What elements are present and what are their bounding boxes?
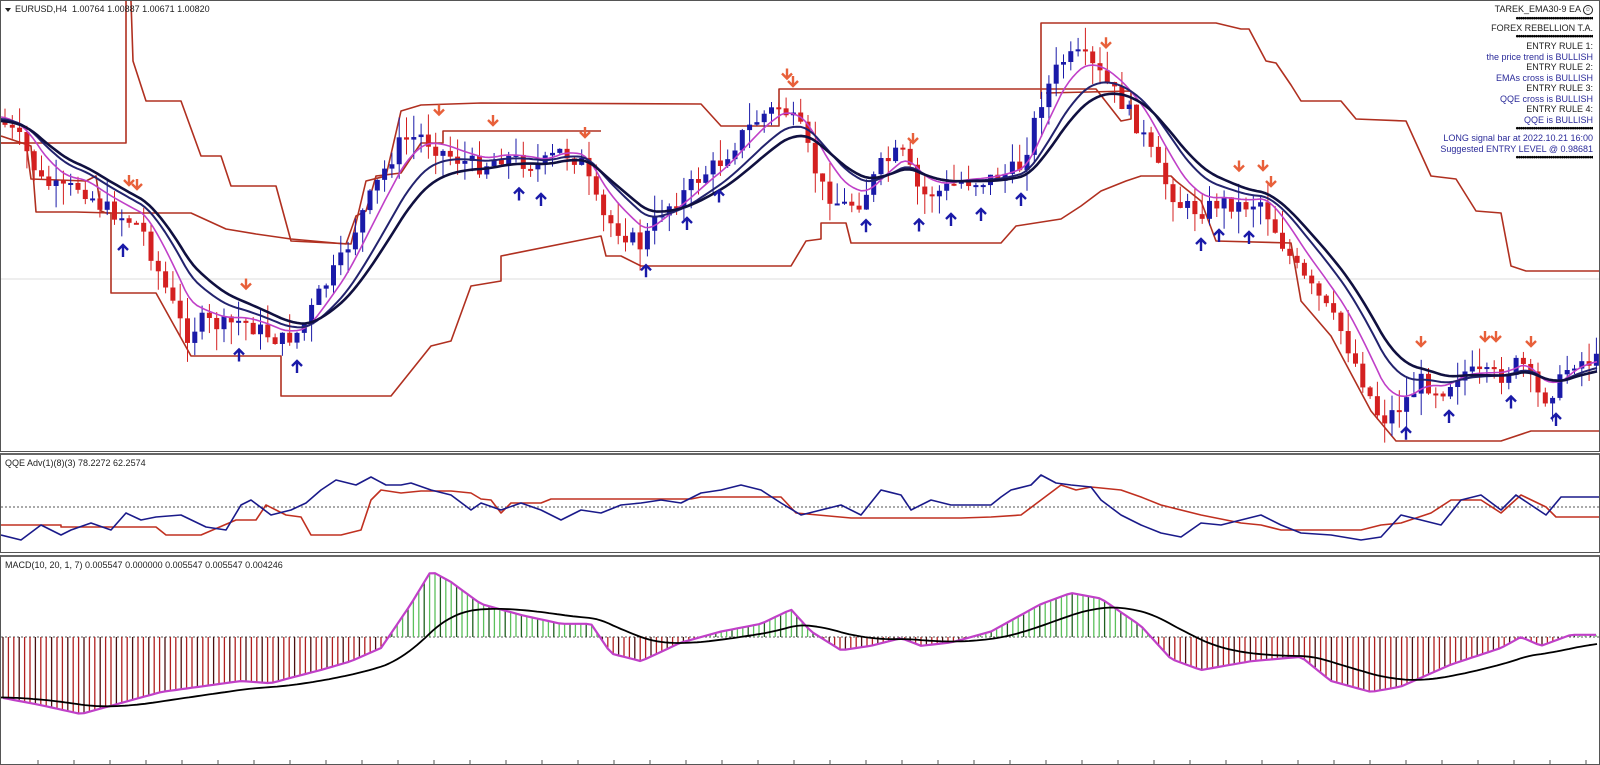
ohlc-values: 1.00764 1.00887 1.00671 1.00820 xyxy=(72,4,210,14)
symbol-label: EURUSD,H4 xyxy=(15,4,68,14)
qqe-slow-line xyxy=(1,484,1599,536)
buy-arrow-icon xyxy=(1505,394,1517,409)
main-price-pane[interactable]: EURUSD,H4 1.00764 1.00887 1.00671 1.0082… xyxy=(0,0,1600,452)
buy-arrow-icon xyxy=(1015,192,1027,206)
ea-title-row: TAREK_EMA30-9 EA ☺ xyxy=(1440,4,1593,15)
separator: •••••••••••••••••••••••••••••••••••• xyxy=(1515,14,1593,23)
rule-label: ENTRY RULE 2: xyxy=(1526,62,1593,73)
sell-arrow-icon xyxy=(1265,176,1277,188)
buy-arrow-icon xyxy=(945,212,957,226)
sell-arrow-icon xyxy=(487,115,499,127)
ea-subtitle: FOREX REBELLION T.A. xyxy=(1491,22,1593,33)
ema-mid-line xyxy=(1,81,1598,384)
sell-arrow-icon xyxy=(1257,160,1269,172)
sell-arrow-icon xyxy=(433,104,445,117)
buy-arrow-icon xyxy=(913,217,925,232)
qqe-chart-canvas[interactable] xyxy=(1,455,1599,553)
ema-fast-line xyxy=(1,64,1598,398)
sell-arrow-icon xyxy=(1525,336,1537,348)
buy-arrow-icon xyxy=(1243,230,1255,244)
macd-outline-line xyxy=(2,572,1596,715)
channel-upper-line xyxy=(1040,22,1599,272)
channel-upper-line xyxy=(130,1,1132,245)
rule-label: ENTRY RULE 3: xyxy=(1526,83,1593,94)
rule-label: ENTRY RULE 4: xyxy=(1526,104,1593,115)
candlesticks xyxy=(2,27,1599,443)
rule-label: ENTRY RULE 1: xyxy=(1526,41,1593,52)
ema-slow-line xyxy=(1,92,1598,383)
signal-text: LONG signal bar at 2022.10.21 16:00 xyxy=(1443,133,1593,144)
channel-lower-line xyxy=(1,130,601,245)
sell-arrow-icon xyxy=(1415,336,1427,348)
macd-label: MACD(10, 20, 1, 7) 0.005547 0.000000 0.0… xyxy=(5,560,283,570)
separator: •••••••••••••••••••••••••••••••••••• xyxy=(1515,154,1593,163)
sell-arrow-icon xyxy=(240,278,252,291)
sell-arrow-icon xyxy=(131,179,143,191)
buy-arrow-icon xyxy=(713,188,725,203)
rule-value: the price trend is BULLISH xyxy=(1486,51,1593,62)
buy-arrow-icon xyxy=(681,216,693,230)
separator: •••••••••••••••••••••••••••••••••••• xyxy=(1515,125,1593,134)
macd-histogram xyxy=(2,573,1597,714)
rule-value: QQE is BULLISH xyxy=(1523,114,1593,125)
sell-arrow-icon xyxy=(1233,160,1245,173)
buy-arrow-icon xyxy=(233,347,245,362)
buy-arrow-icon xyxy=(975,207,987,221)
rule-value: EMAs cross is BULLISH xyxy=(1495,72,1593,83)
entry-level-text: Suggested ENTRY LEVEL @ 0.98681 xyxy=(1440,143,1593,154)
qqe-fast-line xyxy=(1,474,1599,541)
qqe-indicator-pane[interactable]: QQE Adv(1)(8)(3) 78.2272 62.2574 xyxy=(0,453,1600,553)
macd-chart-canvas[interactable] xyxy=(1,557,1599,765)
buy-arrow-icon xyxy=(1213,228,1225,242)
sell-arrow-icon xyxy=(1490,331,1502,343)
buy-arrow-icon xyxy=(535,192,547,206)
smiley-icon: ☺ xyxy=(1583,4,1593,15)
sell-arrow-icon xyxy=(579,127,591,139)
buy-arrow-icon xyxy=(640,263,652,278)
sell-arrow-icon xyxy=(787,76,799,88)
buy-arrow-icon xyxy=(117,243,129,257)
ea-title: TAREK_EMA30-9 EA xyxy=(1494,4,1581,14)
separator: •••••••••••••••••••••••••••••••••••• xyxy=(1515,33,1593,42)
macd-signal-line xyxy=(1,606,1598,708)
buy-arrow-icon xyxy=(1400,426,1412,440)
sell-arrow-icon xyxy=(907,133,919,145)
buy-arrow-icon xyxy=(860,218,872,233)
sell-arrow-icon xyxy=(1479,331,1491,343)
ea-info-panel: TAREK_EMA30-9 EA ☺ ••••••••••••••••••••••… xyxy=(1440,4,1593,162)
qqe-label: QQE Adv(1)(8)(3) 78.2272 62.2574 xyxy=(5,458,146,468)
sell-arrow-icon xyxy=(123,175,135,187)
rule-value: QQE cross is BULLISH xyxy=(1499,93,1593,104)
buy-arrow-icon xyxy=(513,186,525,201)
buy-arrow-icon xyxy=(291,359,303,373)
dropdown-triangle-icon[interactable] xyxy=(5,7,11,12)
macd-indicator-pane[interactable]: MACD(10, 20, 1, 7) 0.005547 0.000000 0.0… xyxy=(0,555,1600,765)
price-chart-canvas[interactable] xyxy=(1,1,1599,451)
sell-arrow-icon xyxy=(1100,37,1112,49)
buy-arrow-icon xyxy=(1443,409,1455,423)
symbol-header: EURUSD,H4 1.00764 1.00887 1.00671 1.0082… xyxy=(5,4,210,14)
buy-arrow-icon xyxy=(1195,237,1207,251)
sell-arrow-icon xyxy=(781,68,793,81)
buy-arrow-icon xyxy=(1550,412,1562,426)
channel-lower-line xyxy=(1,135,1599,442)
